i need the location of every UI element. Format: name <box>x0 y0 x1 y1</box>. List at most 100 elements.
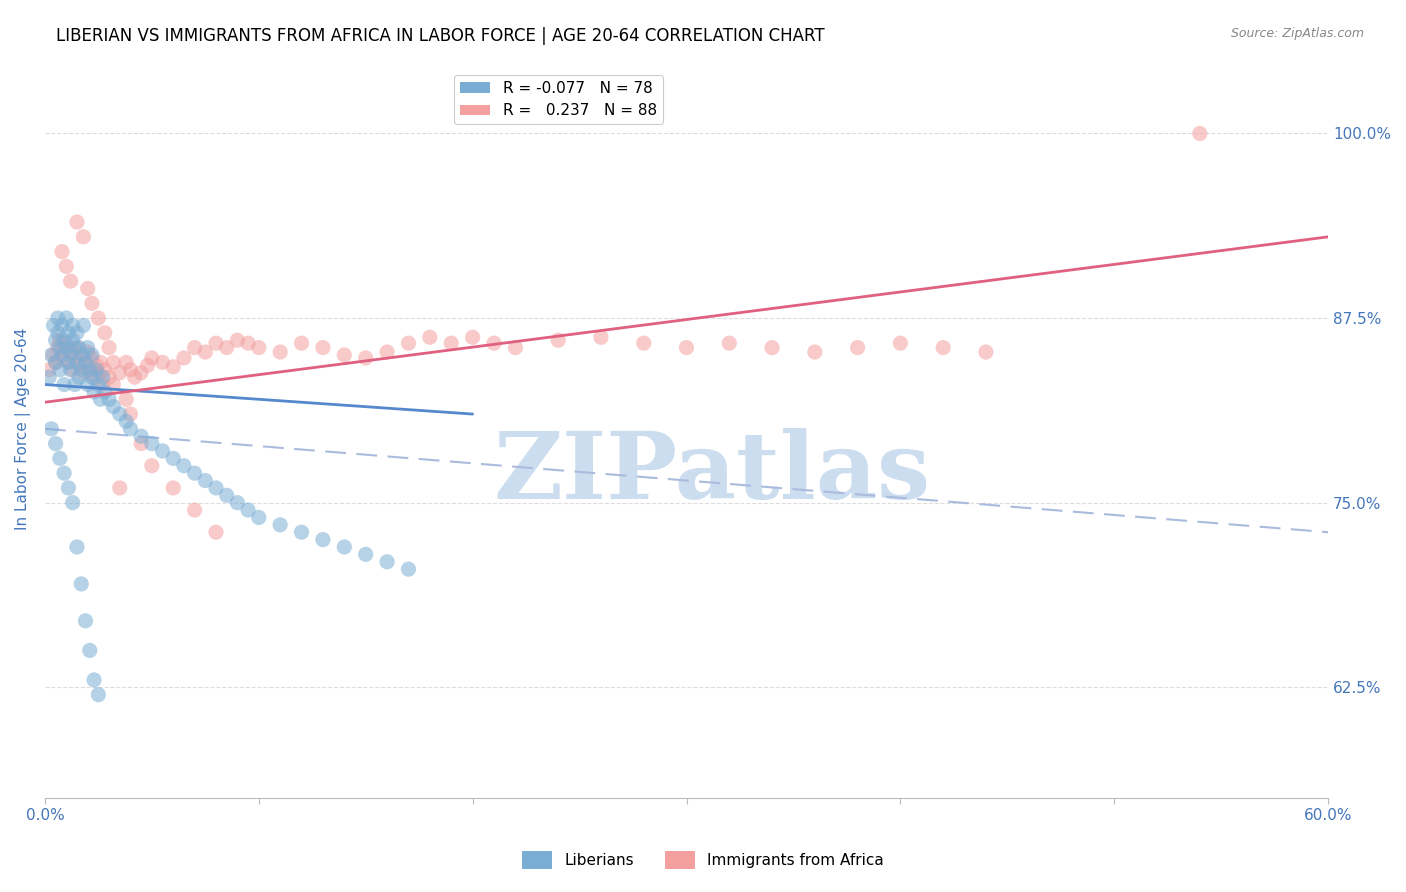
Point <box>375 345 398 359</box>
Point <box>67 370 90 384</box>
Point <box>354 547 377 561</box>
Point <box>461 330 484 344</box>
Point <box>136 359 159 373</box>
Point <box>108 407 131 421</box>
Point <box>108 366 131 380</box>
Point <box>103 377 125 392</box>
Point <box>75 614 97 628</box>
Point <box>70 363 93 377</box>
Point <box>974 345 997 359</box>
Point <box>215 341 238 355</box>
Point <box>129 366 152 380</box>
Point <box>72 366 94 380</box>
Point <box>152 444 174 458</box>
Point <box>63 341 86 355</box>
Point <box>70 348 93 362</box>
Point <box>115 414 138 428</box>
Point <box>45 355 67 369</box>
Point <box>66 341 89 355</box>
Point <box>66 215 89 229</box>
Point <box>141 458 163 473</box>
Point <box>889 336 911 351</box>
Point <box>59 363 82 377</box>
Point <box>115 355 138 369</box>
Point <box>49 341 72 355</box>
Point <box>269 517 291 532</box>
Point <box>312 533 335 547</box>
Point <box>333 540 356 554</box>
Point <box>215 488 238 502</box>
Y-axis label: In Labor Force | Age 20-64: In Labor Force | Age 20-64 <box>15 327 31 530</box>
Legend: R = -0.077   N = 78, R =   0.237   N = 88: R = -0.077 N = 78, R = 0.237 N = 88 <box>454 75 662 125</box>
Point <box>67 341 90 355</box>
Point <box>70 577 93 591</box>
Point <box>440 336 463 351</box>
Point <box>39 348 62 362</box>
Point <box>72 348 94 362</box>
Point <box>51 244 73 259</box>
Point <box>115 392 138 407</box>
Point <box>55 260 77 274</box>
Point <box>675 341 697 355</box>
Point <box>45 355 67 369</box>
Point <box>162 359 184 374</box>
Point <box>80 351 103 365</box>
Point <box>83 673 105 687</box>
Point <box>79 363 101 377</box>
Point <box>62 363 84 377</box>
Point <box>49 451 72 466</box>
Point <box>162 451 184 466</box>
Point <box>173 351 195 365</box>
Point <box>42 318 65 333</box>
Point <box>333 348 356 362</box>
Point <box>49 363 72 377</box>
Point <box>205 525 228 540</box>
Point <box>91 370 114 384</box>
Point <box>120 422 142 436</box>
Point <box>89 355 111 369</box>
Point <box>72 318 94 333</box>
Point <box>55 341 77 355</box>
Point <box>290 525 312 540</box>
Point <box>63 351 86 365</box>
Point <box>482 336 505 351</box>
Point <box>236 336 259 351</box>
Point <box>46 341 69 355</box>
Point <box>59 274 82 288</box>
Point <box>87 688 110 702</box>
Point <box>247 341 270 355</box>
Point <box>87 366 110 380</box>
Point <box>51 351 73 365</box>
Point <box>76 345 98 359</box>
Point <box>84 363 107 377</box>
Point <box>108 481 131 495</box>
Point <box>269 345 291 359</box>
Text: ZIPatlas: ZIPatlas <box>494 428 931 518</box>
Point <box>45 436 67 450</box>
Point <box>58 355 80 369</box>
Text: Source: ZipAtlas.com: Source: ZipAtlas.com <box>1230 27 1364 40</box>
Point <box>55 336 77 351</box>
Point <box>1188 127 1211 141</box>
Point <box>129 436 152 450</box>
Point <box>226 496 249 510</box>
Point <box>38 370 60 384</box>
Point <box>589 330 612 344</box>
Point <box>53 466 76 480</box>
Point <box>79 363 101 377</box>
Point <box>51 348 73 362</box>
Point <box>94 384 117 399</box>
Point <box>152 355 174 369</box>
Point <box>62 496 84 510</box>
Point <box>103 355 125 369</box>
Point <box>194 345 217 359</box>
Legend: Liberians, Immigrants from Africa: Liberians, Immigrants from Africa <box>516 845 890 875</box>
Point <box>194 474 217 488</box>
Point <box>547 333 569 347</box>
Point <box>846 341 869 355</box>
Point <box>42 348 65 362</box>
Point <box>419 330 441 344</box>
Point <box>398 336 420 351</box>
Point <box>120 407 142 421</box>
Point <box>98 370 121 384</box>
